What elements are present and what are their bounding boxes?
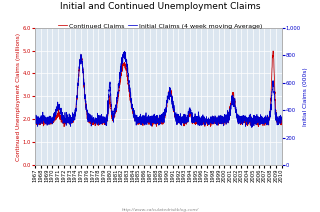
Initial Claims (4 week moving Average): [98, 119, 102, 121]
Continued Claims: [110, 117, 114, 120]
Initial Claims (4 week moving Average): [113, 109, 117, 112]
Line: Continued Claims: Continued Claims: [35, 51, 282, 127]
Y-axis label: Initial Claims (000s): Initial Claims (000s): [303, 67, 308, 126]
Initial Claims (4 week moving Average): [123, 50, 126, 53]
Initial Claims (4 week moving Average): [33, 119, 37, 121]
Continued Claims: [113, 110, 117, 113]
Initial Claims (4 week moving Average): [262, 123, 266, 126]
Initial Claims (4 week moving Average): [250, 126, 253, 129]
Continued Claims: [280, 119, 284, 122]
Y-axis label: Continued Unemployment Claims (millions): Continued Unemployment Claims (millions): [16, 32, 20, 160]
Initial Claims (4 week moving Average): [161, 118, 164, 120]
Continued Claims: [98, 122, 102, 124]
Text: http://www.calculatedriskblog.com/: http://www.calculatedriskblog.com/: [121, 208, 199, 212]
Legend: Continued Claims, Initial Claims (4 week moving Average): Continued Claims, Initial Claims (4 week…: [58, 23, 262, 29]
Initial Claims (4 week moving Average): [110, 110, 114, 112]
Initial Claims (4 week moving Average): [280, 115, 284, 118]
Continued Claims: [33, 120, 37, 122]
Continued Claims: [161, 120, 164, 123]
Line: Initial Claims (4 week moving Average): Initial Claims (4 week moving Average): [35, 51, 282, 127]
Initial Claims (4 week moving Average): [72, 119, 76, 122]
Text: Initial and Continued Unemployment Claims: Initial and Continued Unemployment Claim…: [60, 2, 260, 11]
Continued Claims: [62, 126, 66, 128]
Continued Claims: [72, 115, 76, 118]
Continued Claims: [262, 121, 266, 124]
Continued Claims: [271, 50, 275, 52]
